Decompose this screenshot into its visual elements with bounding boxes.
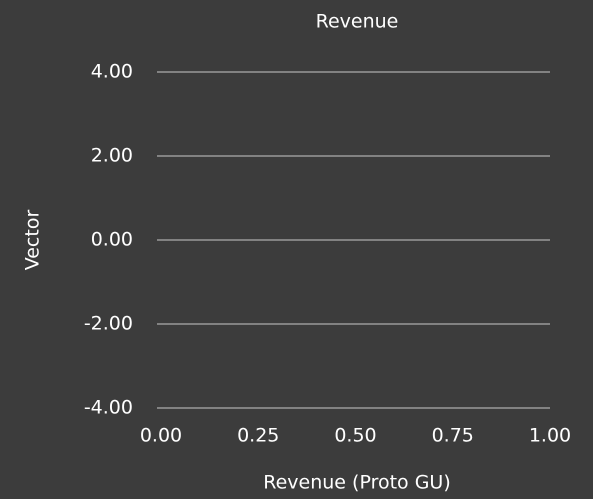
x-tick-label: 0.00 [140,425,182,447]
x-tick-label: 0.50 [334,425,376,447]
x-tick-label: 0.25 [237,425,279,447]
y-tick-label: 0.00 [91,229,133,251]
y-tick-label: -2.00 [84,313,133,335]
chart-title: Revenue [316,11,399,33]
y-tick-label: 2.00 [91,145,133,167]
y-axis-label: Vector [22,210,44,271]
y-tick-label: 4.00 [91,61,133,83]
x-axis-label: Revenue (Proto GU) [263,472,451,494]
x-tick-label: 0.75 [432,425,474,447]
y-tick-label: -4.00 [84,397,133,419]
x-tick-label: 1.00 [529,425,571,447]
